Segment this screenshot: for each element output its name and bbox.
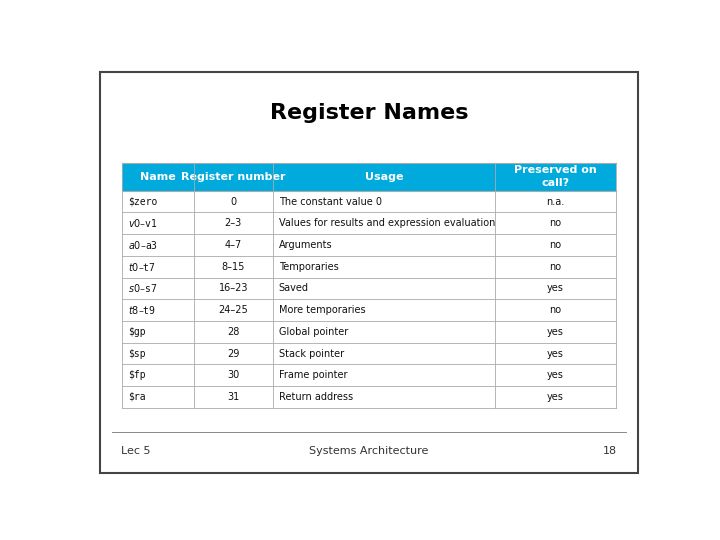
Text: Systems Architecture: Systems Architecture (310, 446, 428, 456)
Text: $a0–$a3: $a0–$a3 (128, 239, 158, 251)
Text: Global pointer: Global pointer (279, 327, 348, 337)
FancyBboxPatch shape (100, 72, 638, 473)
Text: no: no (549, 218, 562, 228)
FancyBboxPatch shape (122, 278, 616, 299)
Text: $fp: $fp (128, 370, 146, 380)
Text: n.a.: n.a. (546, 197, 564, 207)
Text: $ra: $ra (128, 392, 146, 402)
Text: $t0–$t7: $t0–$t7 (128, 261, 156, 273)
Text: 30: 30 (228, 370, 240, 380)
Text: $zero: $zero (128, 197, 158, 207)
FancyBboxPatch shape (122, 343, 616, 364)
Text: 28: 28 (228, 327, 240, 337)
FancyBboxPatch shape (122, 386, 616, 408)
Text: Temporaries: Temporaries (279, 262, 338, 272)
Text: no: no (549, 262, 562, 272)
Text: Saved: Saved (279, 284, 309, 293)
Text: More temporaries: More temporaries (279, 305, 365, 315)
Text: yes: yes (546, 327, 564, 337)
FancyBboxPatch shape (122, 256, 616, 278)
FancyBboxPatch shape (122, 163, 616, 191)
Text: no: no (549, 305, 562, 315)
Text: 18: 18 (603, 446, 617, 456)
Text: $t8–$t9: $t8–$t9 (128, 304, 156, 316)
Text: 24–25: 24–25 (218, 305, 248, 315)
Text: yes: yes (546, 348, 564, 359)
Text: yes: yes (546, 392, 564, 402)
FancyBboxPatch shape (122, 321, 616, 343)
Text: Usage: Usage (364, 172, 403, 181)
Text: Preserved on
call?: Preserved on call? (514, 165, 597, 188)
Text: 4–7: 4–7 (225, 240, 242, 250)
Text: Register number: Register number (181, 172, 286, 181)
FancyBboxPatch shape (122, 191, 616, 212)
Text: Values for results and expression evaluation: Values for results and expression evalua… (279, 218, 495, 228)
FancyBboxPatch shape (122, 364, 616, 386)
Text: 16–23: 16–23 (219, 284, 248, 293)
Text: Register Names: Register Names (270, 103, 468, 123)
Text: 31: 31 (228, 392, 240, 402)
Text: 29: 29 (228, 348, 240, 359)
FancyBboxPatch shape (122, 299, 616, 321)
Text: Return address: Return address (279, 392, 353, 402)
Text: Frame pointer: Frame pointer (279, 370, 347, 380)
Text: 8–15: 8–15 (222, 262, 245, 272)
Text: $v0–$v1: $v0–$v1 (128, 217, 158, 230)
Text: Name: Name (140, 172, 176, 181)
FancyBboxPatch shape (122, 234, 616, 256)
FancyBboxPatch shape (122, 212, 616, 234)
Text: 0: 0 (230, 197, 236, 207)
Text: $gp: $gp (128, 327, 146, 337)
Text: Lec 5: Lec 5 (121, 446, 150, 456)
Text: Stack pointer: Stack pointer (279, 348, 344, 359)
Text: $s0–$s7: $s0–$s7 (128, 282, 158, 294)
Text: Arguments: Arguments (279, 240, 333, 250)
Text: The constant value 0: The constant value 0 (279, 197, 382, 207)
Text: $sp: $sp (128, 348, 146, 359)
Text: no: no (549, 240, 562, 250)
Text: yes: yes (546, 370, 564, 380)
Text: 2–3: 2–3 (225, 218, 242, 228)
Text: yes: yes (546, 284, 564, 293)
